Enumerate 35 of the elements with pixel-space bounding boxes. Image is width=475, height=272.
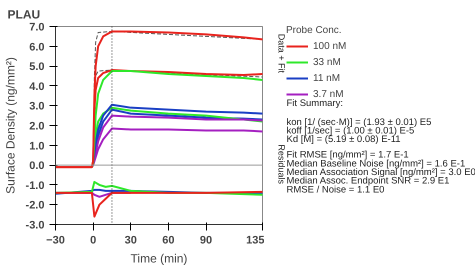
text: koff [1/sec] = (1.00 ± 0.01) E-5 [286,126,414,136]
text: Median Baseline Noise [ng/mm²] = 1.6 E-1 [286,158,466,170]
y-tick-label: 3.0 [29,100,45,113]
x-tick-label: 0 [90,234,96,246]
y-tick-label: 2.0 [29,120,45,132]
x-axis-title: Time (min) [130,252,188,266]
y-tick-label: 7.0 [29,22,45,34]
y-tick-label: 6.0 [29,41,45,54]
x-tick-label: −30 [46,234,65,246]
legend-label: 3.7 nM [313,88,344,100]
y-tick-label: 4.0 [29,80,45,93]
y-tick-label: 1.0 [29,140,45,152]
text: Residuals [276,144,286,184]
y-tick-label: 0.0 [29,160,45,172]
legend-label: 33 nM [313,56,341,69]
y-tick-label: -2.0 [26,200,45,212]
y-tick-label: -3.0 [26,220,45,232]
text: kon [1/ (sec·M)] = (1.93 ± 0.01) E5 [286,116,432,128]
x-tick-label: 60 [162,234,175,246]
legend-label: 11 nM [313,72,340,85]
y-tick-label: -1.0 [26,180,45,192]
x-tick-label: 135 [246,234,265,246]
x-tick-label: 90 [200,234,212,246]
y-axis-title: Surface Density (ng/mm²) [4,57,18,194]
chart-title: PLAU [8,8,40,22]
y-tick-label: 5.0 [29,61,45,74]
x-tick-label: 30 [124,234,137,246]
text: Median Assoc. Endpoint SNR = 2.9 E1 [286,176,450,187]
legend-label: 100 nM [313,40,346,53]
text: RMSE / Noise = 1.1 E0 [286,184,384,196]
legend-title: Probe Conc. [286,25,343,36]
text: Data + Fit [276,34,286,74]
text: Fit RMSE [ng/mm²] = 1.7 E-1 [286,150,409,161]
text: Kd [M] = (5.19 ± 0.08) E-11 [286,134,401,146]
text: Fit Summary: [286,98,343,109]
